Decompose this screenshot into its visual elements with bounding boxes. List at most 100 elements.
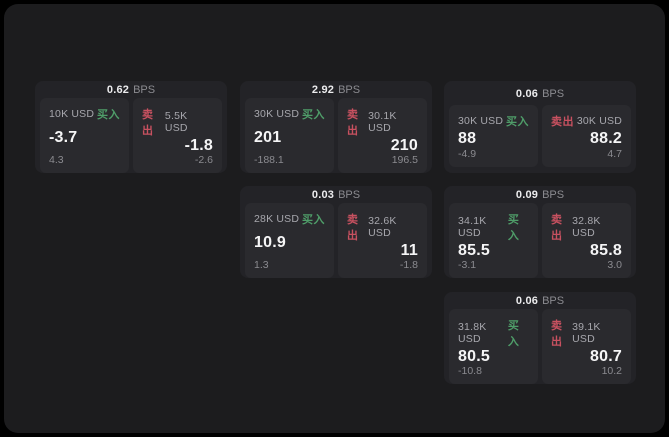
buy-delta: -188.1 xyxy=(254,154,284,166)
bps-unit-label: BPS xyxy=(133,84,156,96)
quotes-board: 0.62 BPS 10K USD 买入 -3.7 4.3 卖出 5.5K USD… xyxy=(4,4,665,433)
sell-panel[interactable]: 卖出 30K USD 88.2 4.7 xyxy=(542,105,631,167)
sell-price: 88.2 xyxy=(590,129,622,147)
card-header: 0.06 BPS xyxy=(444,292,636,307)
quote-card: 0.03 BPS 28K USD 买入 10.9 1.3 卖出 32.6K US… xyxy=(240,186,432,278)
buy-panel-top: 28K USD 买入 xyxy=(254,211,325,227)
sell-panel[interactable]: 卖出 32.6K USD 11 -1.8 xyxy=(338,203,427,278)
buy-price: -3.7 xyxy=(49,129,78,146)
buy-amount: 30K USD xyxy=(458,115,504,127)
buy-panel[interactable]: 30K USD 买入 201 -188.1 xyxy=(245,98,334,173)
buy-label: 买入 xyxy=(507,214,520,242)
quote-card: 0.62 BPS 10K USD 买入 -3.7 4.3 卖出 5.5K USD… xyxy=(35,81,227,173)
sell-panel-top: 卖出 30.1K USD xyxy=(347,106,418,138)
sell-price: -1.8 xyxy=(184,137,213,154)
buy-amount: 10K USD xyxy=(49,108,95,120)
sell-delta: 10.2 xyxy=(601,365,622,377)
sell-panel[interactable]: 卖出 39.1K USD 80.7 10.2 xyxy=(542,309,631,384)
buy-panel[interactable]: 30K USD 买入 88 -4.9 xyxy=(449,105,538,167)
buy-panel[interactable]: 34.1K USD 买入 85.5 -3.1 xyxy=(449,203,538,278)
sell-panel-top: 卖出 39.1K USD xyxy=(551,317,622,349)
buy-amount: 30K USD xyxy=(254,108,300,120)
sell-label: 卖出 xyxy=(142,109,154,137)
card-panels: 30K USD 买入 201 -188.1 卖出 30.1K USD 210 1… xyxy=(245,98,427,173)
sell-amount: 30K USD xyxy=(576,115,622,127)
buy-panel[interactable]: 10K USD 买入 -3.7 4.3 xyxy=(40,98,129,173)
sell-amount: 5.5K USD xyxy=(164,110,188,134)
buy-amount: 31.8K USD xyxy=(458,321,487,345)
quote-card: 0.06 BPS 31.8K USD 买入 80.5 -10.8 卖出 39.1… xyxy=(444,292,636,384)
sell-label: 卖出 xyxy=(551,214,563,242)
card-header: 2.92 BPS xyxy=(240,81,432,96)
sell-panel-top: 卖出 30K USD xyxy=(551,113,622,129)
buy-price: 10.9 xyxy=(254,234,286,251)
bps-unit-label: BPS xyxy=(542,295,565,307)
sell-label: 卖出 xyxy=(551,320,563,348)
sell-delta: 3.0 xyxy=(607,259,622,271)
bps-value: 0.62 xyxy=(106,84,130,96)
card-header: 0.09 BPS xyxy=(444,186,636,201)
sell-delta: 196.5 xyxy=(391,154,418,166)
buy-delta: -10.8 xyxy=(458,365,482,377)
buy-label: 买入 xyxy=(506,116,529,128)
sell-amount: 30.1K USD xyxy=(368,110,397,134)
bps-unit-label: BPS xyxy=(338,84,361,96)
sell-amount: 39.1K USD xyxy=(572,321,601,345)
sell-panel[interactable]: 卖出 5.5K USD -1.8 -2.6 xyxy=(133,98,222,173)
bps-value: 0.06 xyxy=(515,87,539,100)
quote-card: 2.92 BPS 30K USD 买入 201 -188.1 卖出 30.1K … xyxy=(240,81,432,173)
sell-price: 210 xyxy=(390,137,418,154)
sell-label: 卖出 xyxy=(347,214,359,242)
buy-label: 买入 xyxy=(507,320,520,348)
card-panels: 28K USD 买入 10.9 1.3 卖出 32.6K USD 11 -1.8 xyxy=(245,203,427,278)
card-panels: 34.1K USD 买入 85.5 -3.1 卖出 32.8K USD 85.8… xyxy=(449,203,631,278)
buy-price: 88 xyxy=(458,129,477,147)
card-panels: 10K USD 买入 -3.7 4.3 卖出 5.5K USD -1.8 -2.… xyxy=(40,98,222,173)
bps-unit-label: BPS xyxy=(542,189,565,201)
bps-value: 0.06 xyxy=(515,295,539,307)
buy-delta: -3.1 xyxy=(458,259,477,271)
buy-panel-top: 30K USD 买入 xyxy=(254,106,325,122)
buy-panel[interactable]: 31.8K USD 买入 80.5 -10.8 xyxy=(449,309,538,384)
quote-card: 0.09 BPS 34.1K USD 买入 85.5 -3.1 卖出 32.8K… xyxy=(444,186,636,278)
sell-panel-top: 卖出 32.8K USD xyxy=(551,211,622,243)
buy-panel-top: 30K USD 买入 xyxy=(458,113,529,129)
bps-value: 0.09 xyxy=(515,189,539,201)
quote-card: 0.06 BPS 30K USD 买入 88 -4.9 卖出 30K USD 8… xyxy=(444,81,636,173)
sell-amount: 32.6K USD xyxy=(368,215,397,239)
sell-price: 85.8 xyxy=(590,242,622,259)
bps-value: 2.92 xyxy=(311,84,335,96)
buy-amount: 28K USD xyxy=(254,213,300,225)
buy-panel-top: 31.8K USD 买入 xyxy=(458,317,529,349)
buy-price: 80.5 xyxy=(458,348,490,365)
sell-panel[interactable]: 卖出 32.8K USD 85.8 3.0 xyxy=(542,203,631,278)
sell-price: 11 xyxy=(400,242,418,259)
sell-panel[interactable]: 卖出 30.1K USD 210 196.5 xyxy=(338,98,427,173)
sell-delta: 4.7 xyxy=(607,148,622,160)
buy-price: 201 xyxy=(254,129,282,146)
buy-label: 买入 xyxy=(97,109,120,121)
sell-delta: -2.6 xyxy=(194,154,213,166)
sell-label: 卖出 xyxy=(347,109,359,137)
buy-label: 买入 xyxy=(302,214,325,226)
sell-panel-top: 卖出 32.6K USD xyxy=(347,211,418,243)
buy-delta: 1.3 xyxy=(254,259,269,271)
buy-price: 85.5 xyxy=(458,242,490,259)
buy-delta: 4.3 xyxy=(49,154,64,166)
bps-unit-label: BPS xyxy=(338,189,361,201)
sell-delta: -1.8 xyxy=(399,259,418,271)
buy-panel-top: 34.1K USD 买入 xyxy=(458,211,529,243)
sell-amount: 32.8K USD xyxy=(572,215,601,239)
card-header: 0.03 BPS xyxy=(240,186,432,201)
bps-value: 0.03 xyxy=(311,189,335,201)
sell-price: 80.7 xyxy=(590,348,622,365)
card-panels: 31.8K USD 买入 80.5 -10.8 卖出 39.1K USD 80.… xyxy=(449,309,631,384)
sell-panel-top: 卖出 5.5K USD xyxy=(142,106,213,138)
buy-label: 买入 xyxy=(302,109,325,121)
buy-delta: -4.9 xyxy=(458,148,477,160)
bps-unit-label: BPS xyxy=(542,87,565,100)
sell-label: 卖出 xyxy=(551,116,574,128)
buy-panel[interactable]: 28K USD 买入 10.9 1.3 xyxy=(245,203,334,278)
card-header: 0.06 BPS xyxy=(444,81,636,103)
buy-panel-top: 10K USD 买入 xyxy=(49,106,120,122)
